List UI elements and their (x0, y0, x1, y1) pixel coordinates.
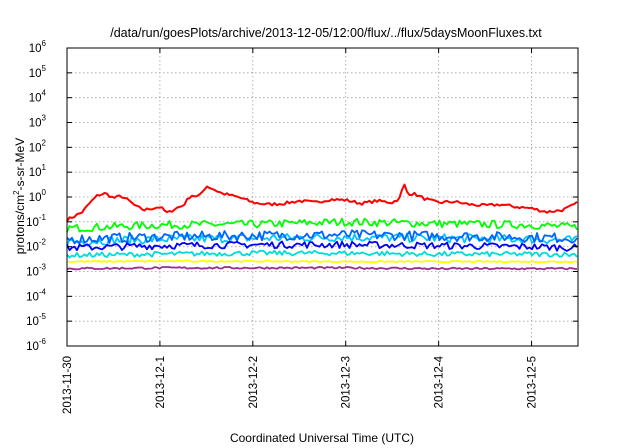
x-tick-label: 2013-12-3 (341, 356, 353, 408)
y-axis-label-base: protons/cm (13, 195, 27, 254)
x-axis-ticks: 2013-11-30 2013-12-1 2013-12-2 2013-12-3 201… (62, 48, 539, 414)
y-tick-label: 106 (29, 39, 47, 55)
y-tick-label: 10-2 (26, 238, 46, 254)
x-tick-label: 2013-12-4 (434, 355, 446, 408)
y-tick-label: 10-3 (26, 263, 46, 279)
y-tick-label: 10-4 (26, 287, 46, 303)
x-tick-label: 2013-11-30 (62, 356, 74, 414)
y-tick-label: 104 (29, 89, 47, 105)
grid-lines (67, 48, 578, 346)
data-series (66, 183, 578, 271)
y-tick-label: 103 (29, 114, 47, 130)
series-line (66, 259, 577, 264)
series-line (66, 217, 578, 233)
y-axis-label: protons/cm2-s-sr-MeV (12, 138, 27, 254)
series-line (66, 240, 578, 252)
chart-title: /data/run/goesPlots/archive/2013-12-05/1… (110, 26, 542, 40)
x-tick-label: 2013-12-1 (155, 356, 167, 408)
series-line (66, 183, 578, 222)
y-tick-label: 10-6 (26, 337, 46, 353)
series-line (66, 266, 578, 271)
x-axis-label: Coordinated Universal Time (UTC) (230, 431, 414, 445)
x-tick-label: 2013-12-5 (527, 356, 539, 408)
plot-frame (66, 47, 579, 347)
y-tick-label: 102 (29, 138, 47, 154)
x-tick-label: 2013-12-2 (248, 356, 260, 408)
series-line (66, 249, 578, 259)
y-axis-label-exp: 2 (12, 190, 21, 195)
y-tick-label: 101 (29, 163, 47, 179)
y-axis-ticks: 10-6 10-5 10-4 10-3 10-2 10-1 100 101 102 103 104 1… (26, 39, 578, 353)
y-tick-label: 10-5 (26, 312, 46, 328)
y-axis-label-rest: -s-sr-MeV (13, 138, 27, 191)
y-tick-label: 105 (29, 64, 47, 80)
y-tick-label: 10-1 (26, 213, 46, 229)
y-tick-label: 100 (29, 188, 47, 204)
series-line (66, 229, 578, 245)
